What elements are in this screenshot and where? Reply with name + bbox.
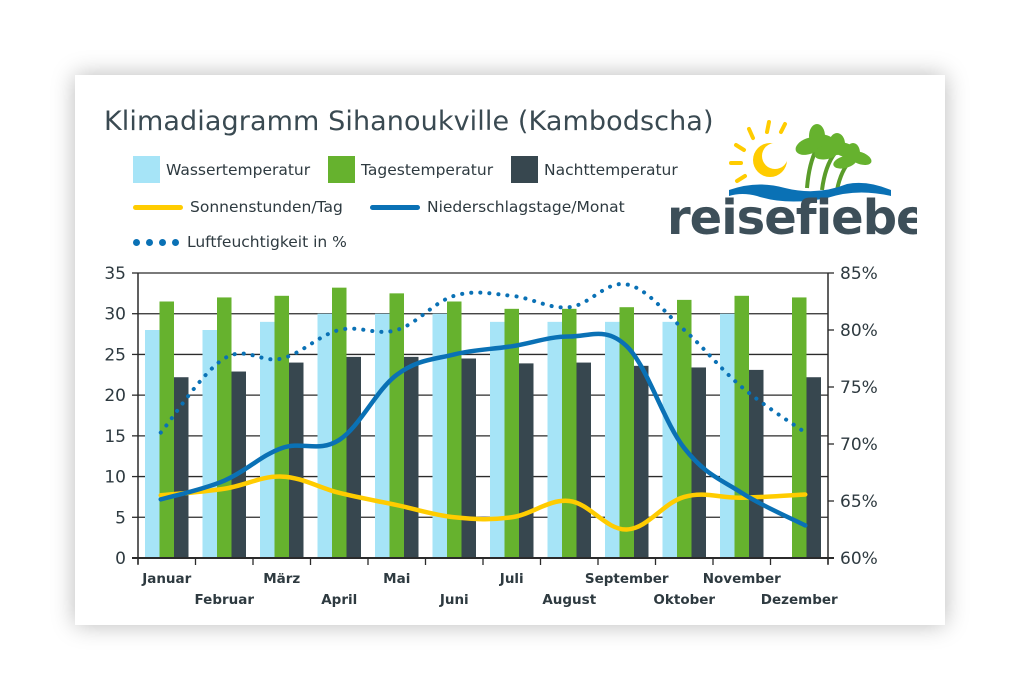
bar-1-1 [217, 297, 232, 558]
legend-rain-line [370, 204, 420, 210]
chart-axes: 0 5 10 15 20 25 30 35 60% 65% 70% 75% 80% 85% JanuarFe… [104, 264, 877, 608]
bar-1-10 [734, 295, 749, 558]
y-right-tick-label: 75% [840, 378, 878, 398]
bar-1-8 [619, 307, 634, 558]
bar-0-1 [202, 330, 217, 558]
bar-2-10 [749, 369, 764, 558]
y-left-tick-label: 20 [104, 386, 126, 406]
wave-icon [729, 182, 891, 202]
legend-day-swatch [328, 156, 355, 183]
x-tick-label: Januar [141, 571, 191, 587]
legend-night-swatch [511, 156, 538, 183]
x-tick-label: Oktober [653, 592, 715, 608]
x-tick-label: Juli [499, 571, 524, 587]
bar-0-8 [605, 321, 620, 558]
y-right-tick-label: 65% [840, 492, 878, 512]
bar-1-6 [504, 308, 519, 558]
x-tick-label: Mai [383, 571, 410, 587]
bar-0-7 [547, 321, 562, 558]
legend-night-label: Nachttemperatur [544, 160, 678, 179]
bar-2-0 [174, 377, 189, 558]
x-tick-label: Juni [439, 592, 469, 608]
chart-lines [158, 282, 808, 532]
x-tick-label: April [321, 592, 357, 608]
legend-sun-line [133, 204, 183, 210]
x-tick-label: November [703, 571, 781, 587]
legend-humidity: Luftfeuchtigkeit in % [133, 233, 347, 251]
bar-0-6 [490, 321, 505, 558]
line-series-1 [158, 331, 808, 528]
legend-water-swatch [133, 156, 160, 183]
legend-rain: Niederschlagstage/Monat [370, 198, 625, 216]
y-left-tick-label: 5 [115, 508, 126, 528]
bar-2-2 [289, 362, 304, 558]
y-right-tick-label: 60% [840, 549, 878, 569]
bar-0-5 [432, 313, 447, 558]
bar-1-4 [389, 293, 404, 558]
legend-sun: Sonnenstunden/Tag [133, 198, 343, 216]
bar-1-2 [274, 295, 289, 558]
bar-1-0 [159, 301, 174, 558]
bar-0-2 [260, 321, 275, 558]
bar-0-9 [662, 321, 677, 558]
legend-sun-label: Sonnenstunden/Tag [190, 198, 343, 216]
line-series-2 [158, 282, 808, 435]
bar-2-7 [576, 362, 591, 558]
bar-2-6 [519, 363, 534, 558]
y-left-tick-label: 30 [104, 305, 126, 325]
climate-chart: 0 5 10 15 20 25 30 35 60% 65% 70% 75% 80% 85% JanuarFe… [104, 264, 877, 608]
y-left-tick-label: 10 [104, 468, 126, 488]
legend-day-label: Tagestemperatur [361, 160, 494, 179]
bar-0-3 [317, 313, 332, 558]
logo-text: reisefieber [667, 190, 917, 238]
sun-icon [729, 120, 788, 183]
palm-trees-icon [795, 124, 872, 191]
legend-night: Nachttemperatur [511, 156, 678, 183]
legend-water-label: Wassertemperatur [166, 160, 311, 179]
line-series-0 [158, 474, 808, 532]
bar-2-8 [634, 365, 649, 558]
x-tick-label: August [542, 592, 596, 608]
chart-title: Klimadiagramm Sihanoukville (Kambodscha) [104, 106, 714, 137]
y-left-tick-label: 25 [104, 345, 126, 365]
y-left-tick-label: 15 [104, 427, 126, 447]
bar-1-5 [447, 301, 462, 558]
bar-2-11 [806, 377, 821, 558]
legend-water: Wassertemperatur [133, 156, 310, 183]
x-tick-label: September [585, 571, 669, 587]
y-right-tick-label: 85% [840, 264, 878, 284]
legend-rain-label: Niederschlagstage/Monat [427, 198, 625, 216]
bar-2-4 [404, 356, 419, 558]
bar-2-1 [231, 371, 246, 558]
y-left-tick-label: 0 [115, 549, 126, 569]
bar-0-4 [375, 313, 390, 558]
bar-0-0 [145, 330, 160, 558]
y-right-tick-label: 70% [840, 435, 878, 455]
legend-day: Tagestemperatur [328, 156, 493, 183]
bar-2-5 [461, 358, 476, 558]
bar-1-7 [562, 308, 577, 558]
x-tick-label: März [263, 571, 300, 587]
reisefieber-logo: reisefieber [667, 120, 917, 238]
x-tick-label: Februar [194, 592, 254, 608]
bar-0-10 [720, 313, 735, 558]
legend-humidity-label: Luftfeuchtigkeit in % [187, 233, 347, 251]
legend-humidity-dots [133, 238, 179, 246]
y-left-tick-label: 35 [104, 264, 126, 284]
bar-1-9 [677, 299, 692, 558]
y-right-tick-label: 80% [840, 321, 878, 341]
bar-2-3 [346, 356, 361, 558]
x-tick-label: Dezember [761, 592, 838, 608]
